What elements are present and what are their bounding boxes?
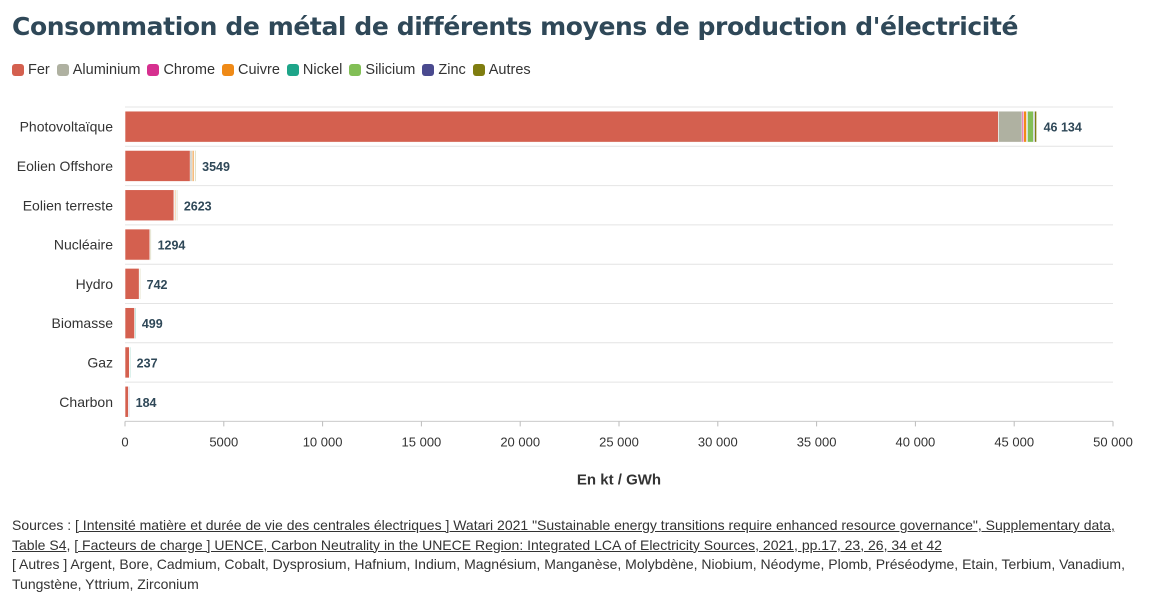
legend-swatch — [222, 64, 235, 76]
legend-label: Chrome — [163, 62, 216, 78]
x-tick-label: 35 000 — [797, 434, 837, 449]
sources-separator: , — [66, 536, 75, 553]
x-axis-title: En kt / GWh — [577, 471, 661, 488]
x-tick-label: 15 000 — [402, 434, 442, 449]
x-tick-label: 20 000 — [500, 434, 540, 449]
category-label: Gaz — [87, 354, 113, 370]
bar-segment-fer — [124, 307, 135, 339]
legend-item-fer[interactable]: Fer — [12, 62, 50, 78]
legend-label: Cuivre — [238, 62, 280, 78]
x-tick-label: 30 000 — [698, 434, 738, 449]
category-label: Eolien Offshore — [17, 158, 113, 174]
bar-total-label: 184 — [136, 396, 157, 410]
legend-swatch — [56, 64, 69, 76]
legend-swatch — [12, 64, 24, 76]
legend-label: Nickel — [302, 62, 343, 78]
bar-segment-silicium — [1027, 110, 1034, 143]
bar-total-label: 499 — [142, 317, 163, 331]
legend-item-silicium[interactable]: Silicium — [349, 62, 415, 78]
bar-segment-aluminium — [998, 110, 1023, 143]
bar-segment-fer — [124, 346, 130, 379]
legend-item-zinc[interactable]: Zinc — [422, 62, 466, 78]
bar-segment-fer — [124, 385, 129, 418]
category-label: Biomasse — [52, 315, 114, 331]
bar-chart: Photovoltaïque 46 134 Eolien Offshore 3549 E… — [17, 106, 1133, 488]
legend-swatch — [286, 64, 299, 76]
legend-swatch — [147, 64, 160, 76]
legend-item-nickel[interactable]: Nickel — [286, 62, 343, 78]
x-tick-label: 0 — [121, 434, 128, 449]
x-tick-label: 50 000 — [1093, 434, 1133, 449]
bar-segment-cuivre — [1023, 110, 1027, 143]
legend-item-cuivre[interactable]: Cuivre — [222, 62, 280, 78]
bar-segment-fer — [124, 189, 175, 222]
legend-label: Zinc — [438, 62, 466, 78]
legend-label: Fer — [28, 62, 50, 78]
legend-item-aluminium[interactable]: Aluminium — [56, 62, 141, 78]
legend-item-autres[interactable]: Autres — [472, 62, 531, 78]
bar-segment-autres — [194, 150, 196, 182]
bar-segment-nickel — [134, 307, 136, 339]
x-tick-label: 40 000 — [896, 434, 936, 449]
category-label: Nucléaire — [54, 237, 113, 253]
legend-swatch — [422, 64, 435, 76]
bar-segment-autres — [139, 268, 141, 300]
legend-item-chrome[interactable]: Chrome — [147, 62, 215, 78]
x-tick-label: 5000 — [209, 434, 238, 449]
category-label: Eolien terreste — [23, 197, 113, 213]
bar-segment-autres — [1034, 110, 1037, 143]
sources-prefix: Sources : — [12, 517, 76, 533]
bar-total-label: 1294 — [158, 239, 186, 253]
bar-total-label: 742 — [147, 278, 168, 292]
chart-legend: Fer Aluminium Chrome Cuivre Nickel Silicium Zi… — [12, 62, 538, 78]
legend-label: Aluminium — [72, 62, 141, 78]
legend-swatch — [472, 64, 485, 76]
bar-segment-fer — [124, 110, 999, 143]
bar-total-label: 46 134 — [1044, 121, 1082, 135]
legend-label: Silicium — [365, 62, 416, 78]
legend-label: Autres — [488, 62, 531, 78]
legend-swatch — [349, 64, 362, 76]
source-link-intensite[interactable]: [ Intensité matière et durée de vie des … — [12, 517, 1115, 553]
bar-total-label: 3549 — [202, 160, 230, 174]
x-tick-label: 10 000 — [303, 434, 343, 449]
bar-segment-autres — [176, 189, 178, 222]
bar-segment-zinc — [128, 385, 130, 418]
chart-title: Consommation de métal de différents moye… — [12, 12, 1019, 41]
source-link-facteurs[interactable]: [ Facteurs de charge ] UENCE, Carbon Neu… — [74, 536, 942, 553]
category-label: Charbon — [59, 394, 113, 410]
bar-total-label: 237 — [137, 356, 158, 370]
category-label: Photovoltaïque — [20, 119, 114, 135]
sources-others: [ Autres ] Argent, Bore, Cadmium, Cobalt… — [12, 556, 1125, 592]
bar-total-label: 2623 — [184, 199, 212, 213]
bar-segment-autres — [150, 228, 152, 261]
bar-segment-nickel — [129, 346, 131, 379]
category-label: Hydro — [76, 276, 114, 292]
bar-segment-fer — [124, 268, 140, 300]
x-tick-label: 25 000 — [599, 434, 639, 449]
bar-segment-fer — [124, 228, 151, 261]
x-tick-label: 45 000 — [994, 434, 1034, 449]
sources-note: Sources : [ Intensité matière et durée d… — [12, 516, 1142, 594]
bar-segment-fer — [124, 150, 191, 182]
